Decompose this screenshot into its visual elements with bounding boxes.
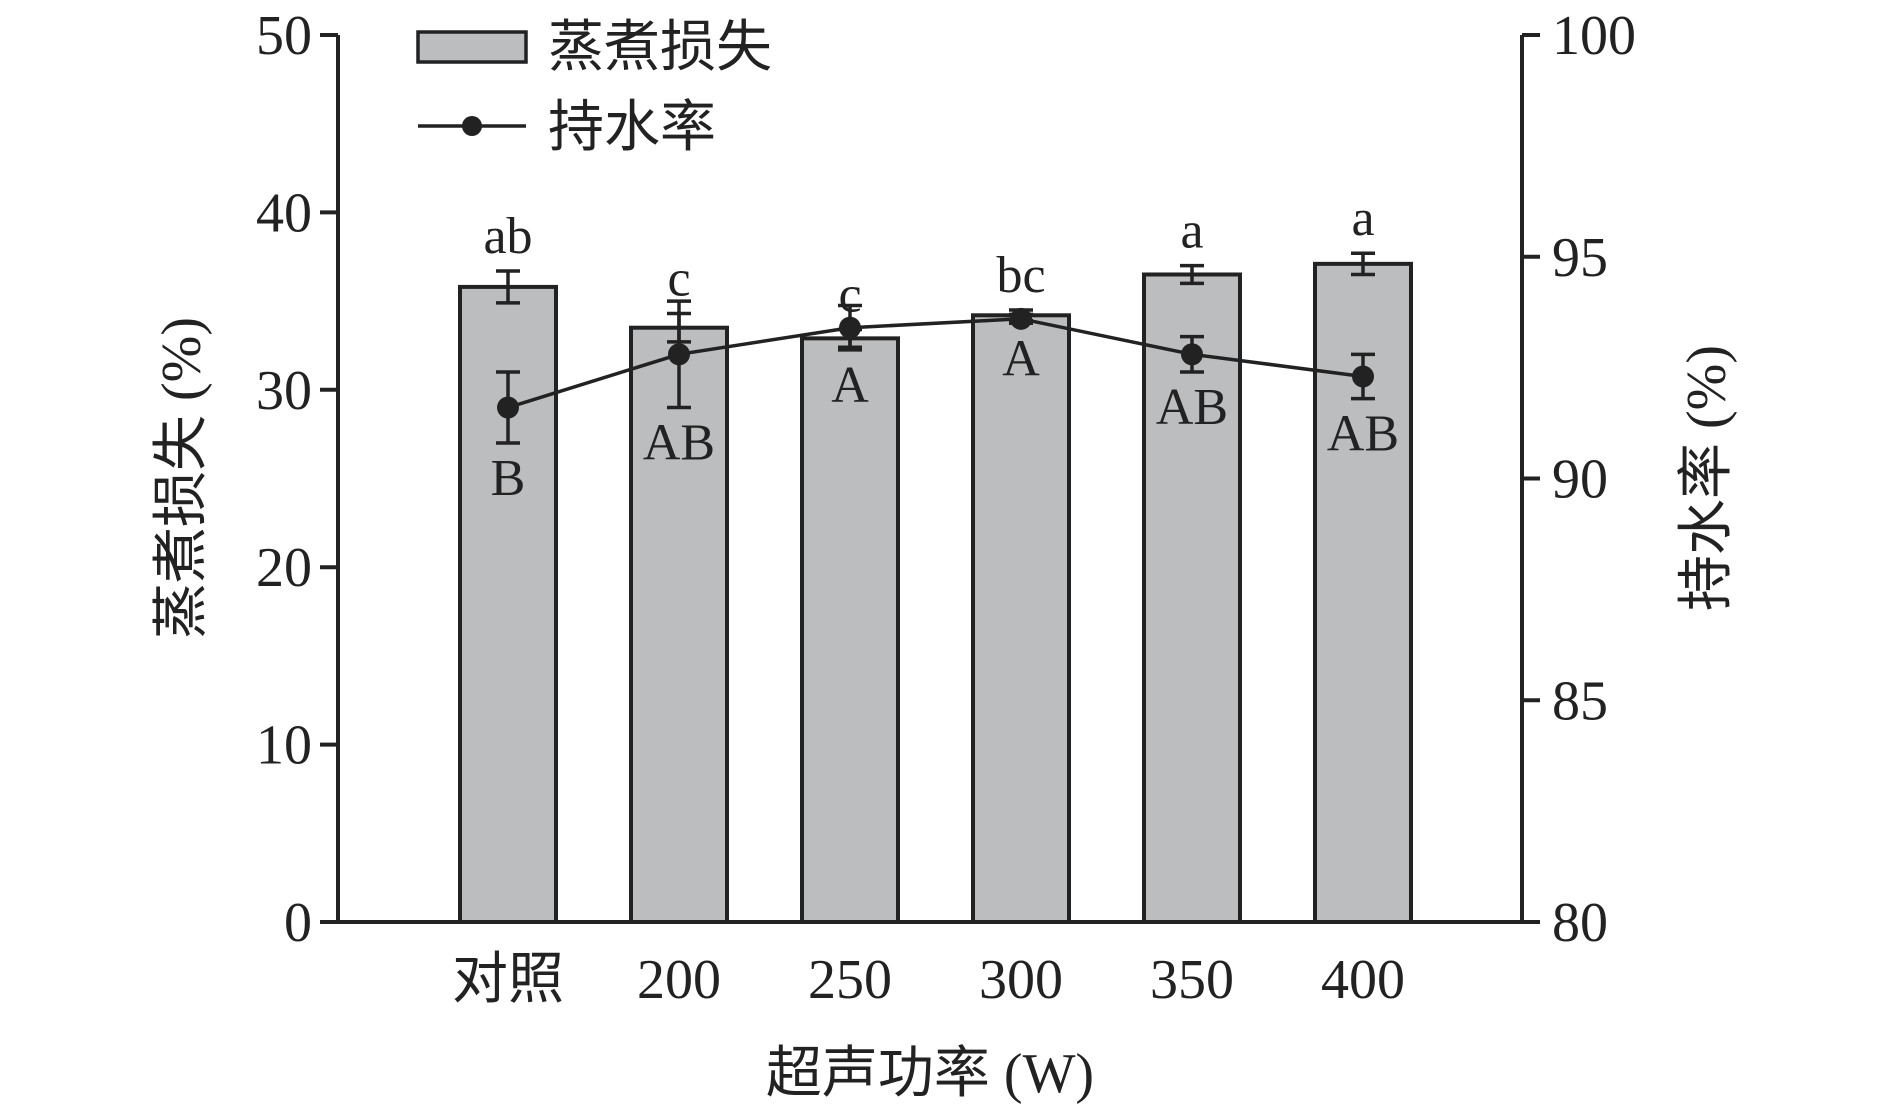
left-tick-label: 10 (256, 715, 312, 777)
right-tick-label: 85 (1552, 670, 1608, 732)
line-point (1181, 343, 1203, 366)
left-axis-title: 蒸煮损失 (%) (151, 317, 213, 639)
legend-bar-swatch (416, 30, 528, 64)
line-significance-label: AB (643, 415, 715, 472)
line-path (507, 317, 1364, 410)
bar-significance-label: bc (996, 247, 1045, 304)
right-tick-label: 95 (1552, 227, 1608, 289)
line-significance-label: A (1002, 330, 1040, 387)
legend-bar-label: 蒸煮损失 (548, 17, 772, 79)
bar (971, 313, 1071, 924)
bar (458, 284, 558, 924)
line-point (668, 343, 690, 366)
bar-series: ab c c bc a a (458, 190, 1413, 924)
line-significance-label: AB (1156, 379, 1228, 436)
bar-significance-label: c (667, 251, 690, 308)
bar (1142, 272, 1242, 924)
right-axis-title: 持水率 (%) (1676, 345, 1738, 611)
legend-line-label: 持水率 (548, 97, 716, 159)
x-axis-title: 超声功率 (W) (766, 1043, 1094, 1105)
line-significance-label: A (831, 357, 869, 414)
right-tick-label: 80 (1552, 892, 1608, 954)
bar (629, 325, 729, 924)
x-tick-label: 200 (637, 949, 721, 1011)
line-point (839, 316, 861, 339)
x-tick-label: 350 (1150, 949, 1234, 1011)
bar-significance-label: c (838, 266, 861, 323)
bar-significance-label: a (1351, 190, 1374, 247)
line-series: B AB A A AB AB (491, 299, 1399, 507)
x-axis-ticks: 对照 200 250 300 350 400 (452, 949, 1405, 1011)
left-tick-label: 20 (256, 537, 312, 599)
x-tick-label: 400 (1321, 949, 1405, 1011)
line-significance-label: AB (1327, 406, 1399, 463)
left-tick-label: 50 (256, 5, 312, 67)
bar (800, 336, 900, 924)
left-tick-label: 30 (256, 360, 312, 422)
left-tick-label: 0 (284, 892, 312, 954)
x-tick-label: 250 (808, 949, 892, 1011)
bar-significance-label: ab (483, 208, 532, 265)
right-axis-ticks: 80 85 90 95 100 (1522, 5, 1636, 954)
right-tick-label: 90 (1552, 449, 1608, 511)
legend: 蒸煮损失 持水率 (416, 17, 772, 159)
line-significance-label: B (491, 450, 526, 507)
line-point (1352, 365, 1374, 388)
left-tick-label: 40 (256, 182, 312, 244)
right-tick-label: 100 (1552, 5, 1636, 67)
x-tick-label: 对照 (452, 949, 564, 1011)
bar-significance-label: a (1180, 203, 1203, 260)
line-point (1010, 307, 1032, 330)
x-tick-label: 300 (979, 949, 1063, 1011)
legend-line-marker (462, 116, 482, 136)
line-point (497, 396, 519, 419)
left-axis-ticks: 0 10 20 30 40 50 (256, 5, 338, 954)
